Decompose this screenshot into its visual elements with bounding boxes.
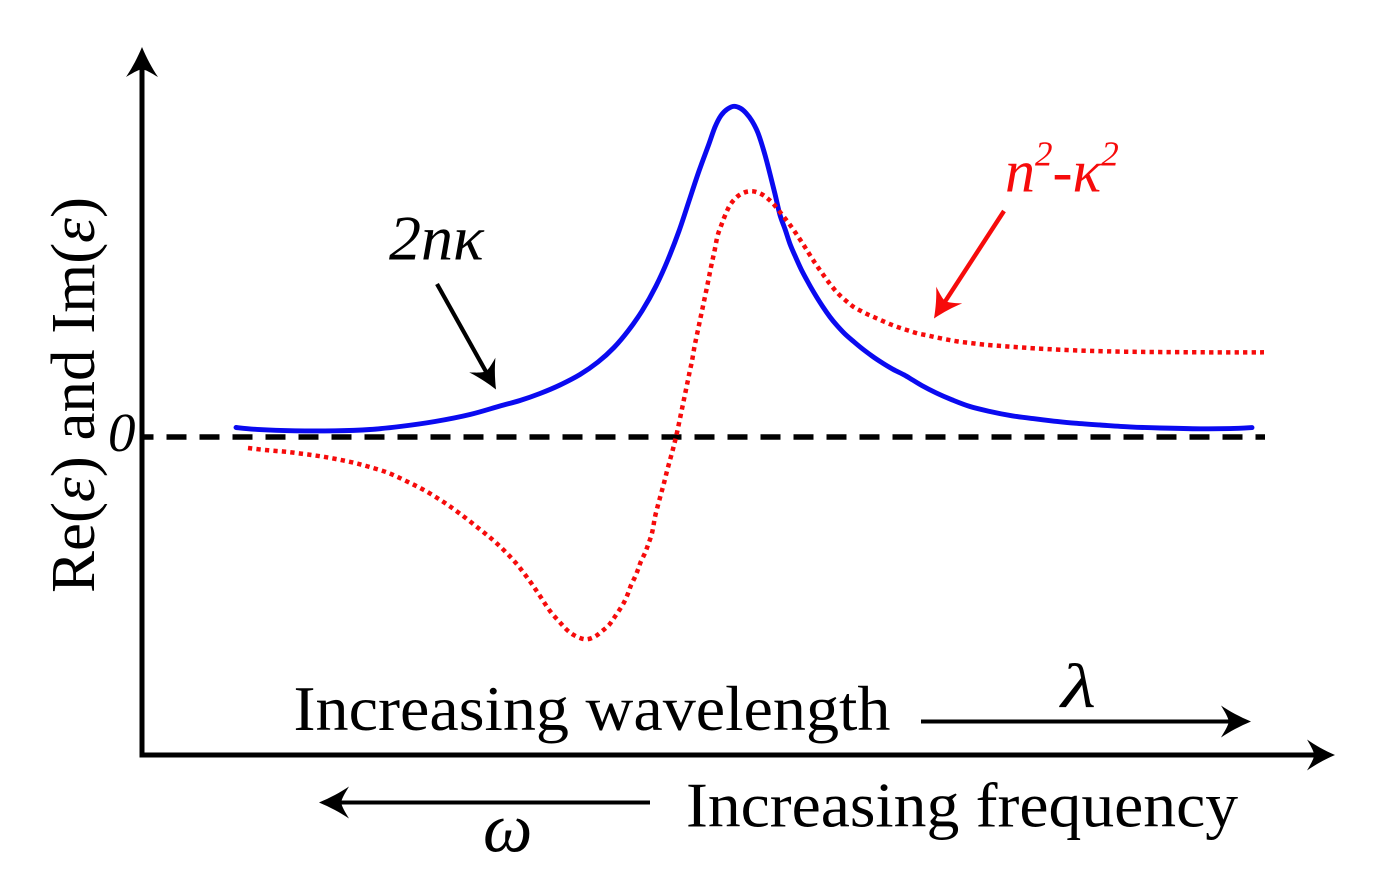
svg-text:0: 0: [108, 402, 136, 463]
svg-text:λ: λ: [1058, 653, 1096, 721]
svg-text:ω: ω: [483, 791, 532, 868]
svg-text:Re(ε) and Im(ε): Re(ε) and Im(ε): [40, 197, 108, 593]
svg-text:2nκ: 2nκ: [389, 203, 485, 274]
svg-text:n2-κ2: n2-κ2: [1005, 135, 1119, 205]
svg-text:Increasing wavelength: Increasing wavelength: [294, 673, 891, 744]
svg-text:Increasing frequency: Increasing frequency: [686, 770, 1238, 841]
